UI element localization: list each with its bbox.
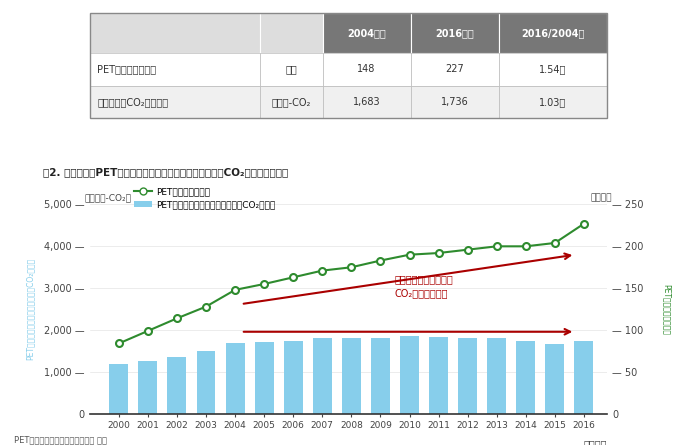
Bar bbox=[575, 341, 593, 414]
Bar bbox=[109, 364, 128, 414]
Bar bbox=[400, 336, 419, 414]
Text: 図2. 清涼飲料用PETボトルの出荷本数と、その環境負荷（CO₂排出量）の推移: 図2. 清涼飲料用PETボトルの出荷本数と、その環境負荷（CO₂排出量）の推移 bbox=[43, 167, 288, 177]
FancyBboxPatch shape bbox=[261, 53, 322, 85]
Bar bbox=[487, 339, 506, 414]
Text: （千トン-CO₂）: （千トン-CO₂） bbox=[85, 193, 132, 202]
FancyBboxPatch shape bbox=[411, 85, 498, 118]
Text: PETボトル出荷本数: PETボトル出荷本数 bbox=[97, 65, 157, 74]
FancyBboxPatch shape bbox=[498, 13, 607, 53]
FancyBboxPatch shape bbox=[498, 85, 607, 118]
FancyBboxPatch shape bbox=[411, 53, 498, 85]
Text: 2004年度: 2004年度 bbox=[347, 28, 386, 38]
FancyBboxPatch shape bbox=[261, 13, 322, 53]
Text: 千トン-CO₂: 千トン-CO₂ bbox=[272, 97, 311, 107]
Bar bbox=[197, 352, 215, 414]
Bar bbox=[516, 341, 535, 414]
Text: 227: 227 bbox=[445, 65, 464, 74]
Bar bbox=[255, 342, 274, 414]
Text: 環境負荷（CO₂排出量）: 環境負荷（CO₂排出量） bbox=[97, 97, 168, 107]
Bar bbox=[429, 337, 448, 414]
Bar bbox=[313, 338, 332, 414]
Text: 2016年度: 2016年度 bbox=[435, 28, 474, 38]
FancyBboxPatch shape bbox=[261, 85, 322, 118]
Text: （年度）: （年度） bbox=[584, 439, 607, 445]
FancyBboxPatch shape bbox=[322, 85, 411, 118]
Text: 1.54倍: 1.54倍 bbox=[539, 65, 566, 74]
Text: 148: 148 bbox=[357, 65, 376, 74]
Text: PETボトルの出荷本数: PETボトルの出荷本数 bbox=[662, 283, 671, 335]
Bar bbox=[226, 344, 244, 414]
Text: 億本: 億本 bbox=[286, 65, 297, 74]
FancyBboxPatch shape bbox=[90, 53, 261, 85]
Bar bbox=[168, 357, 186, 414]
FancyBboxPatch shape bbox=[411, 13, 498, 53]
FancyBboxPatch shape bbox=[322, 53, 411, 85]
Bar bbox=[342, 339, 361, 414]
FancyBboxPatch shape bbox=[498, 53, 607, 85]
FancyBboxPatch shape bbox=[90, 13, 261, 53]
Text: 1,683: 1,683 bbox=[353, 97, 380, 107]
Text: 1,736: 1,736 bbox=[441, 97, 469, 107]
FancyBboxPatch shape bbox=[90, 85, 261, 118]
Text: 出荷本数の増大に比べ
CO₂排出量は抑制: 出荷本数の増大に比べ CO₂排出量は抑制 bbox=[395, 275, 454, 298]
Bar bbox=[284, 341, 303, 414]
Text: 1.03倍: 1.03倍 bbox=[540, 97, 566, 107]
Bar bbox=[371, 339, 390, 414]
Bar bbox=[139, 360, 157, 414]
Bar bbox=[458, 339, 477, 414]
Text: PETボトル製造・供給で発生するCO₂排出量: PETボトル製造・供給で発生するCO₂排出量 bbox=[26, 258, 34, 360]
Bar bbox=[545, 344, 564, 414]
Text: PETボトルリサイクル推進協議会 調べ: PETボトルリサイクル推進協議会 調べ bbox=[14, 436, 107, 445]
Text: 2016/2004比: 2016/2004比 bbox=[521, 28, 584, 38]
FancyBboxPatch shape bbox=[322, 13, 411, 53]
Legend: PETボトル出荷本数, PETボトル製造・供給で発生するCO₂排出量: PETボトル出荷本数, PETボトル製造・供給で発生するCO₂排出量 bbox=[130, 184, 279, 213]
Text: （億本）: （億本） bbox=[591, 193, 613, 202]
